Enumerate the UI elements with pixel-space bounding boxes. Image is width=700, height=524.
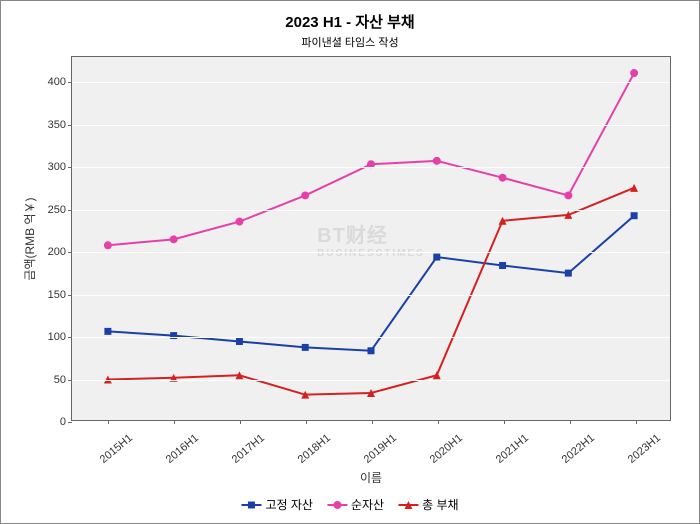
y-tick-label: 400 (48, 76, 66, 88)
grid-line (72, 125, 670, 126)
y-tick-mark (68, 252, 72, 253)
x-tick-label: 2016H1 (164, 432, 201, 466)
x-tick-label: 2015H1 (98, 432, 135, 466)
y-tick-mark (68, 422, 72, 423)
x-tick-mark (636, 420, 637, 424)
x-tick-label: 2020H1 (428, 432, 465, 466)
series-marker (630, 184, 638, 192)
x-tick-mark (174, 420, 175, 424)
series-marker (433, 254, 440, 261)
x-axis-label: 이름 (360, 469, 382, 486)
y-tick-mark (68, 380, 72, 381)
legend-marker (398, 500, 418, 510)
legend-label: 순자산 (351, 496, 384, 513)
x-tick-mark (570, 420, 571, 424)
legend-marker (327, 500, 347, 510)
grid-line (72, 380, 670, 381)
legend: 고정 자산 순자산 총 부채 (241, 496, 458, 513)
series-marker (565, 270, 572, 277)
y-axis-label: 금액(RMB 억￥) (21, 197, 38, 280)
y-tick-label: 150 (48, 289, 66, 301)
series-marker (104, 328, 111, 335)
series-marker (631, 212, 638, 219)
y-tick-label: 50 (54, 374, 66, 386)
y-tick-mark (68, 82, 72, 83)
grid-line (72, 210, 670, 211)
x-tick-mark (372, 420, 373, 424)
chart-title: 2023 H1 - 자산 부채 (1, 1, 699, 32)
x-tick-mark (306, 420, 307, 424)
chart-container: 2023 H1 - 자산 부채 파이낸셜 타임스 작성 BT财经 BUSINES… (1, 1, 699, 523)
series-marker (433, 157, 441, 165)
grid-line (72, 422, 670, 423)
legend-item: 고정 자산 (241, 496, 313, 513)
series-marker (564, 191, 572, 199)
series-marker (104, 241, 112, 249)
x-tick-label: 2017H1 (230, 432, 267, 466)
series-marker (301, 191, 309, 199)
series-marker (236, 338, 243, 345)
x-tick-label: 2023H1 (626, 432, 663, 466)
y-tick-mark (68, 210, 72, 211)
grid-line (72, 167, 670, 168)
legend-label: 총 부채 (422, 496, 458, 513)
y-tick-label: 0 (60, 416, 66, 428)
y-tick-mark (68, 295, 72, 296)
x-tick-label: 2018H1 (296, 432, 333, 466)
grid-line (72, 252, 670, 253)
legend-item: 순자산 (327, 496, 384, 513)
series-marker (170, 235, 178, 243)
x-tick-label: 2021H1 (494, 432, 531, 466)
x-tick-label: 2022H1 (560, 432, 597, 466)
series-marker (499, 174, 507, 182)
y-tick-mark (68, 337, 72, 338)
legend-label: 고정 자산 (265, 496, 313, 513)
legend-item: 총 부채 (398, 496, 458, 513)
x-tick-mark (504, 420, 505, 424)
series-marker (368, 347, 375, 354)
grid-line (72, 295, 670, 296)
series-marker (630, 69, 638, 77)
series-marker (499, 262, 506, 269)
series-marker (302, 344, 309, 351)
y-tick-mark (68, 125, 72, 126)
x-tick-mark (438, 420, 439, 424)
y-tick-label: 200 (48, 246, 66, 258)
plot-area: BT财经 BUSINESSTIMES 050100150200250300350… (71, 56, 671, 421)
y-tick-mark (68, 167, 72, 168)
grid-line (72, 337, 670, 338)
y-tick-label: 350 (48, 119, 66, 131)
chart-lines (72, 57, 670, 420)
y-tick-label: 250 (48, 204, 66, 216)
x-tick-mark (240, 420, 241, 424)
y-tick-label: 300 (48, 161, 66, 173)
series-line (108, 73, 634, 245)
x-tick-label: 2019H1 (362, 432, 399, 466)
series-line (108, 188, 634, 395)
legend-marker (241, 500, 261, 510)
x-tick-mark (108, 420, 109, 424)
series-marker (235, 218, 243, 226)
y-tick-label: 100 (48, 331, 66, 343)
chart-subtitle: 파이낸셜 타임스 작성 (1, 34, 699, 50)
grid-line (72, 82, 670, 83)
